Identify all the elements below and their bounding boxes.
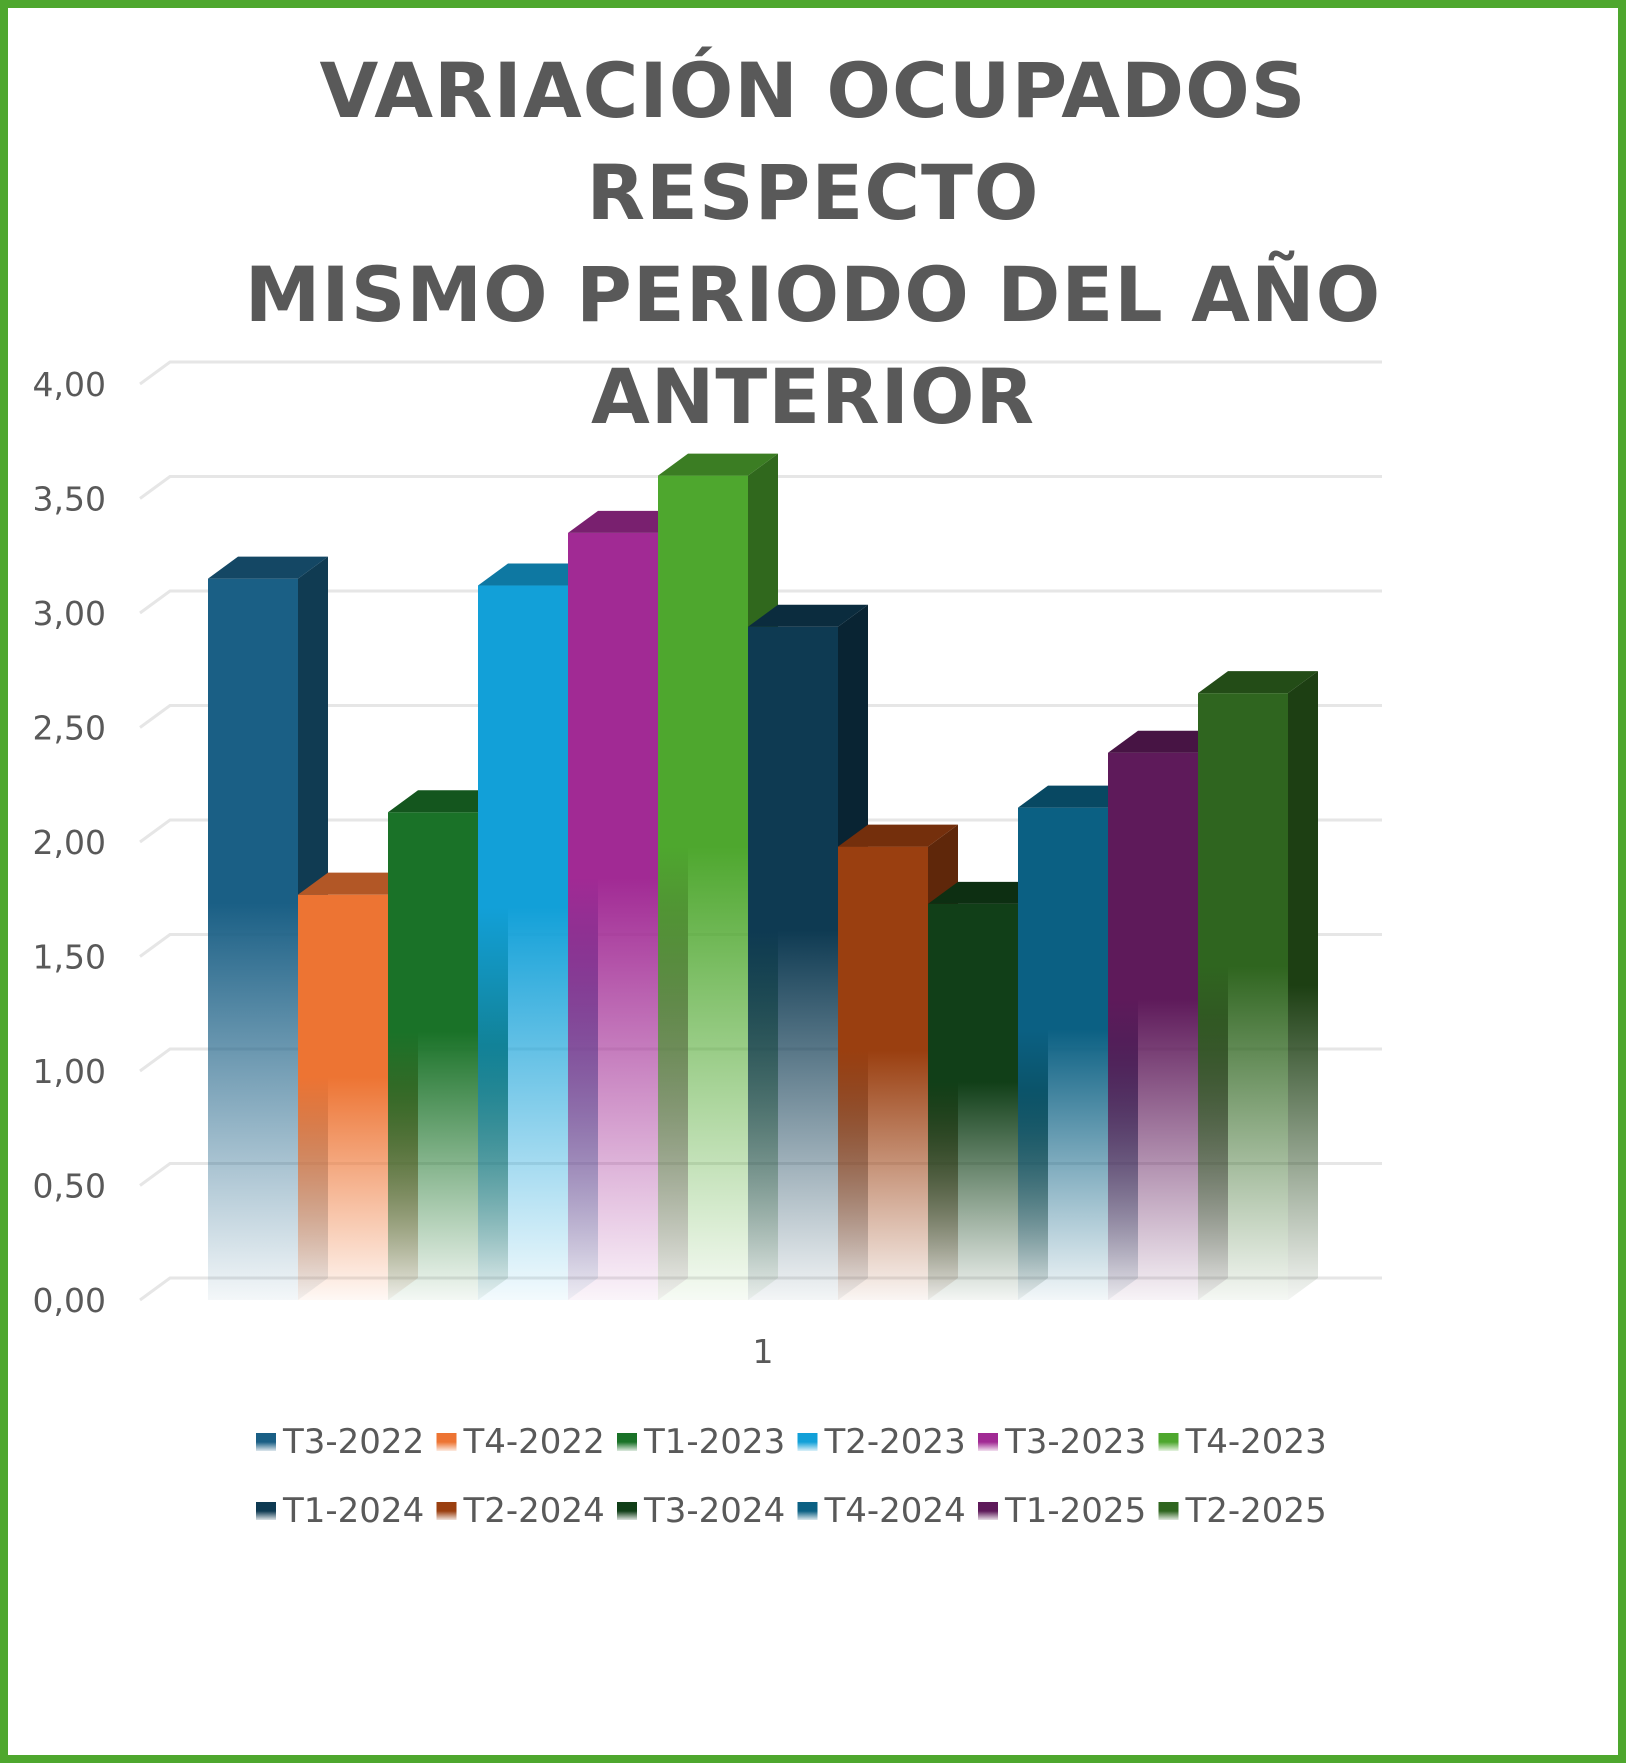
legend-label: T1-2023 — [643, 1422, 785, 1462]
legend-label: T1-2024 — [282, 1491, 424, 1531]
bar-front — [298, 894, 388, 1300]
legend-swatch — [978, 1433, 998, 1451]
legend-label: T2-2023 — [824, 1422, 966, 1462]
y-tick-label: 2,50 — [33, 709, 106, 748]
legend-swatch — [436, 1433, 457, 1451]
bar-front — [838, 846, 928, 1300]
legend-item: T1-2024 — [256, 1491, 424, 1531]
legend-swatch — [617, 1502, 637, 1520]
bar-top — [1198, 671, 1318, 694]
legend-label: T2-2024 — [463, 1491, 605, 1531]
bar-top — [748, 604, 868, 627]
legend-label: T1-2025 — [1004, 1491, 1146, 1531]
legend-swatch — [797, 1502, 818, 1520]
bar-front — [658, 475, 748, 1301]
bar-front — [208, 578, 298, 1300]
bar-front — [568, 532, 658, 1300]
legend-swatch — [256, 1502, 276, 1520]
legend-item: T2-2024 — [436, 1491, 605, 1531]
y-tick-label: 4,00 — [33, 365, 106, 404]
y-tick-label: 3,00 — [33, 594, 106, 633]
legend-swatch — [1158, 1433, 1179, 1451]
legend-item: T2-2023 — [797, 1422, 966, 1462]
chart-title-line-1: VARIACIÓN OCUPADOS RESPECTO — [319, 46, 1307, 237]
legend-swatch — [978, 1502, 998, 1520]
legend-label: T2-2025 — [1185, 1491, 1327, 1531]
bar-side — [1288, 671, 1318, 1300]
y-tick-label: 0,00 — [33, 1281, 106, 1320]
y-axis: 0,00 0,50 1,00 1,50 2,00 2,50 3,00 3,50 4,00 — [33, 365, 106, 1320]
legend-label: T3-2024 — [643, 1491, 785, 1531]
legend-label: T4-2022 — [463, 1422, 605, 1462]
y-tick-label: 1,00 — [33, 1052, 106, 1091]
bar-front — [388, 812, 478, 1300]
legend-item: T3-2023 — [978, 1422, 1146, 1462]
bar-top — [838, 824, 958, 847]
legend-item: T4-2023 — [1158, 1422, 1327, 1462]
legend-label: T3-2023 — [1004, 1422, 1146, 1462]
legend-item: T1-2023 — [617, 1422, 785, 1462]
legend-swatch — [1158, 1502, 1179, 1520]
bar-front — [748, 626, 838, 1300]
legend-label: T3-2022 — [282, 1422, 424, 1462]
legend: T3-2022 T4-2022 T1-2023 T2-2023 T3-2023 T4-20… — [256, 1422, 1327, 1531]
chart-title: VARIACIÓN OCUPADOS RESPECTO MISMO PERIOD… — [120, 40, 1506, 448]
legend-swatch — [256, 1433, 276, 1451]
x-tick-label: 1 — [753, 1332, 774, 1371]
bars — [208, 453, 1318, 1301]
bar-front — [1198, 693, 1288, 1300]
legend-item: T1-2025 — [978, 1491, 1146, 1531]
legend-swatch — [436, 1502, 457, 1520]
y-tick-label: 2,00 — [33, 823, 106, 862]
grid-line — [139, 589, 1382, 615]
bar-front — [928, 903, 1018, 1300]
bar-front — [1018, 807, 1108, 1300]
grid-line — [139, 704, 1382, 729]
bar-T2-2025 — [1198, 671, 1318, 1300]
x-axis: 1 — [753, 1332, 774, 1371]
legend-item: T2-2025 — [1158, 1491, 1327, 1531]
legend-item: T4-2024 — [797, 1491, 966, 1531]
grid-line — [139, 360, 1382, 386]
bar-top — [658, 453, 778, 476]
bar-front — [1108, 752, 1198, 1300]
y-tick-label: 3,50 — [33, 480, 106, 519]
grid-line — [139, 475, 1382, 500]
legend-label: T4-2024 — [824, 1491, 966, 1531]
bar-top — [208, 556, 328, 579]
legend-swatch — [797, 1433, 818, 1451]
y-tick-label: 1,50 — [33, 938, 106, 977]
legend-item: T3-2024 — [617, 1491, 785, 1531]
chart-title-line-2: MISMO PERIODO DEL AÑO — [244, 250, 1382, 339]
legend-label: T4-2023 — [1185, 1422, 1327, 1462]
grid-line — [139, 818, 1382, 844]
y-tick-label: 0,50 — [33, 1167, 106, 1206]
legend-item: T3-2022 — [256, 1422, 424, 1462]
legend-swatch — [617, 1433, 637, 1451]
bar-front — [478, 585, 568, 1300]
legend-item: T4-2022 — [436, 1422, 605, 1462]
chart-title-line-3: ANTERIOR — [590, 352, 1036, 441]
